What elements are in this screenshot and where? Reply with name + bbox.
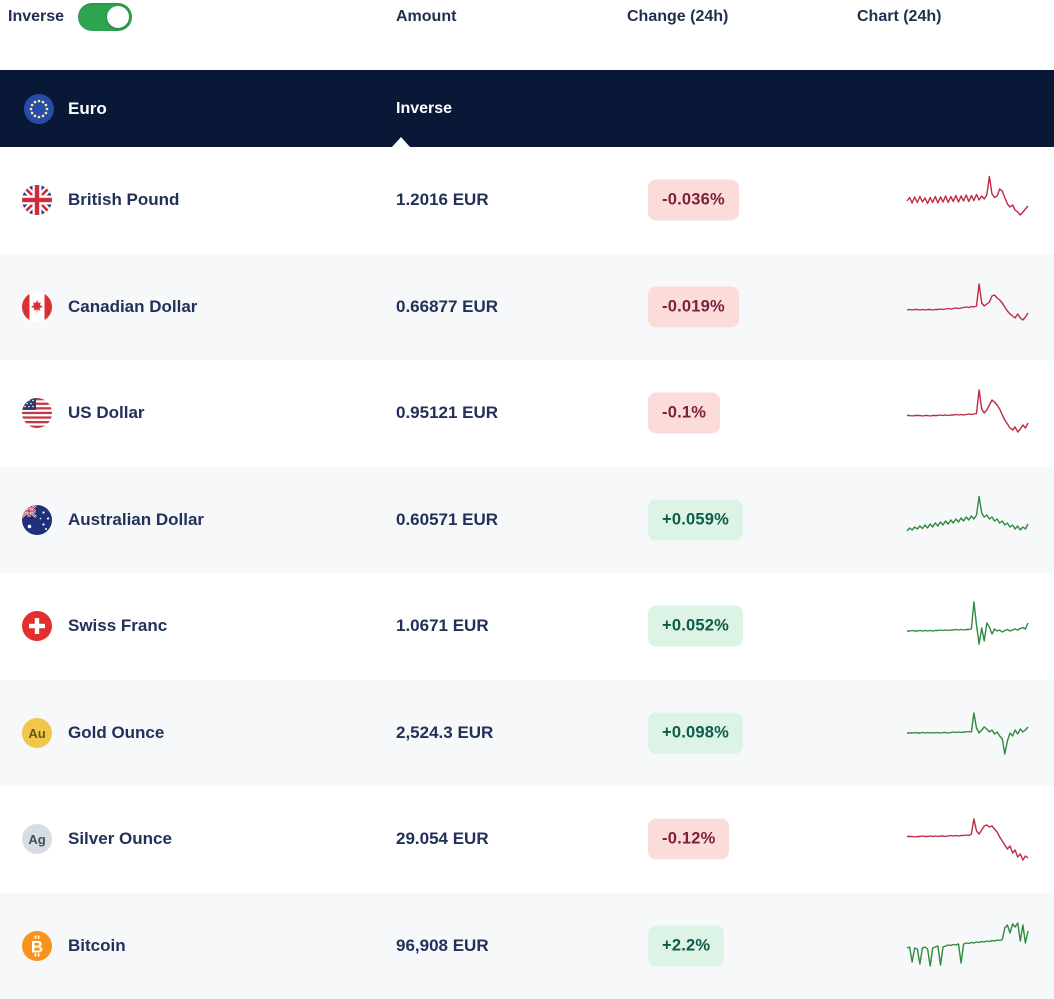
base-currency-name: Euro [68, 99, 107, 119]
australian-dollar-flag-icon [22, 505, 52, 535]
currency-row-bitcoin[interactable]: B Bitcoin 96,908 EUR +2.2% [0, 893, 1054, 999]
currency-row-swiss-franc[interactable]: Swiss Franc 1.0671 EUR +0.052% [0, 573, 1054, 680]
column-header-change: Change (24h) [627, 8, 728, 26]
currency-row-australian-dollar[interactable]: Australian Dollar 0.60571 EUR +0.059% [0, 467, 1054, 574]
column-header-chart: Chart (24h) [857, 8, 941, 26]
sparkline-chart [905, 172, 1030, 228]
currency-name: Bitcoin [68, 936, 126, 956]
currency-amount: 2,524.3 EUR [396, 723, 493, 743]
currency-row-silver-ounce[interactable]: Ag Silver Ounce 29.054 EUR -0.12% [0, 786, 1054, 893]
rates-table: British Pound 1.2016 EUR -0.036% Canadia… [0, 147, 1054, 999]
change-badge: -0.019% [648, 286, 739, 327]
svg-text:Au: Au [28, 726, 45, 741]
currency-name: Silver Ounce [68, 829, 172, 849]
change-badge: +0.052% [648, 606, 743, 647]
currency-amount: 96,908 EUR [396, 936, 489, 956]
eu-flag-icon [24, 94, 54, 124]
currency-name: Swiss Franc [68, 616, 167, 636]
base-currency-header: Euro Inverse [0, 70, 1054, 147]
currency-name: Australian Dollar [68, 510, 204, 530]
change-badge: -0.12% [648, 819, 729, 860]
change-badge: -0.036% [648, 180, 739, 221]
svg-text:B: B [31, 937, 43, 956]
change-badge: -0.1% [648, 393, 720, 434]
sparkline-chart [905, 705, 1030, 761]
currency-row-british-pound[interactable]: British Pound 1.2016 EUR -0.036% [0, 147, 1054, 254]
sparkline-chart [905, 385, 1030, 441]
inverse-toggle-label: Inverse [8, 8, 64, 26]
bitcoin-icon: B [22, 931, 52, 961]
sparkline-chart [905, 918, 1030, 974]
currency-name: British Pound [68, 190, 179, 210]
toggle-knob-icon [107, 6, 129, 28]
change-badge: +0.098% [648, 712, 743, 753]
canadian-dollar-flag-icon [22, 292, 52, 322]
svg-text:Ag: Ag [28, 832, 45, 847]
sparkline-chart [905, 598, 1030, 654]
table-toolbar: Inverse Amount Change (24h) Chart (24h) [0, 0, 1054, 70]
currency-row-us-dollar[interactable]: US Dollar 0.95121 EUR -0.1% [0, 360, 1054, 467]
currency-name: Gold Ounce [68, 723, 164, 743]
currency-name: Canadian Dollar [68, 297, 197, 317]
selected-column-notch-icon [392, 137, 410, 147]
swiss-franc-flag-icon [22, 611, 52, 641]
column-header-amount: Amount [396, 8, 456, 26]
currency-amount: 29.054 EUR [396, 829, 489, 849]
silver-ag-icon: Ag [22, 824, 52, 854]
currency-amount: 1.0671 EUR [396, 616, 489, 636]
change-badge: +2.2% [648, 925, 724, 966]
currency-row-gold-ounce[interactable]: Au Gold Ounce 2,524.3 EUR +0.098% [0, 680, 1054, 787]
sparkline-chart [905, 279, 1030, 335]
inverse-toggle[interactable] [78, 3, 132, 31]
currency-amount: 0.66877 EUR [396, 297, 498, 317]
british-pound-flag-icon [22, 185, 52, 215]
currency-amount: 0.60571 EUR [396, 510, 498, 530]
currency-amount: 1.2016 EUR [396, 190, 489, 210]
us-dollar-flag-icon [22, 398, 52, 428]
change-badge: +0.059% [648, 499, 743, 540]
sparkline-chart [905, 811, 1030, 867]
base-inverse-column-label: Inverse [396, 100, 452, 118]
gold-au-icon: Au [22, 718, 52, 748]
sparkline-chart [905, 492, 1030, 548]
currency-row-canadian-dollar[interactable]: Canadian Dollar 0.66877 EUR -0.019% [0, 254, 1054, 361]
currency-name: US Dollar [68, 403, 145, 423]
currency-amount: 0.95121 EUR [396, 403, 498, 423]
